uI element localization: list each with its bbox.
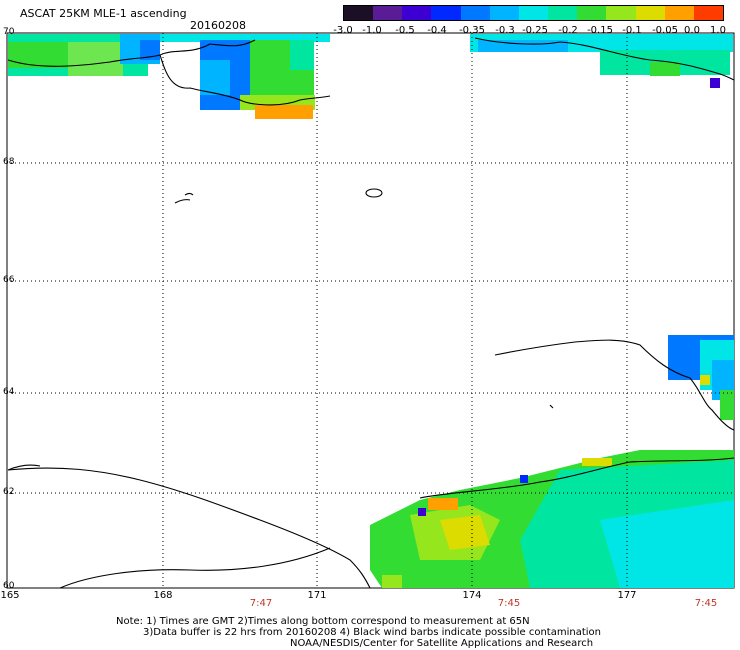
coastline-st-lawrence bbox=[7, 467, 371, 589]
colorbar-swatch-3 bbox=[402, 6, 432, 20]
coastline-seward bbox=[494, 339, 735, 431]
coastline-chukotka bbox=[7, 39, 256, 67]
data-swath-north-center bbox=[200, 40, 315, 119]
colorbar-swatch-10 bbox=[606, 6, 636, 20]
colorbar-label: -0.15 bbox=[587, 25, 613, 36]
time-label: 7:47 bbox=[249, 598, 273, 609]
lon-label: 165 bbox=[0, 590, 20, 601]
lon-label: 168 bbox=[153, 590, 173, 601]
colorbar-swatch-8 bbox=[548, 6, 578, 20]
lat-label: 70 bbox=[3, 27, 15, 37]
colorbar-label: -0.1 bbox=[622, 25, 642, 36]
lat-label: 62 bbox=[3, 487, 15, 497]
colorbar-label: -0.25 bbox=[522, 25, 548, 36]
lat-label: 60 bbox=[3, 581, 15, 591]
island-4 bbox=[7, 464, 41, 471]
island-2 bbox=[174, 192, 194, 204]
colorbar-swatch-5 bbox=[460, 6, 490, 20]
colorbar-label: 1.0 bbox=[710, 25, 726, 36]
colorbar-label: -0.3 bbox=[495, 25, 515, 36]
colorbar-swatch-9 bbox=[577, 6, 607, 20]
colorbar-swatch-2 bbox=[373, 6, 403, 20]
colorbar-label: -0.35 bbox=[459, 25, 485, 36]
colorbar-label: -3.0 bbox=[333, 25, 353, 36]
note-line-1: Note: 1) Times are GMT 2)Times along bot… bbox=[116, 616, 530, 627]
time-label: 7:45 bbox=[497, 598, 521, 609]
colorbar-label: -0.2 bbox=[558, 25, 578, 36]
coastline-yukon-delta bbox=[419, 457, 735, 499]
colorbar-swatch-7 bbox=[518, 6, 549, 20]
note-line-3: NOAA/NESDIS/Center for Satellite Applica… bbox=[290, 638, 594, 649]
data-swath-north-east bbox=[470, 34, 733, 88]
coastlines bbox=[7, 37, 735, 589]
colorbar bbox=[343, 5, 724, 21]
colorbar-label: -0.5 bbox=[395, 25, 415, 36]
colorbar-swatch-6 bbox=[489, 6, 519, 20]
grid bbox=[7, 33, 734, 588]
coastline-alaska-north bbox=[474, 37, 735, 81]
lat-label: 64 bbox=[3, 387, 15, 397]
island-1 bbox=[365, 188, 383, 198]
colorbar-label: -0.4 bbox=[427, 25, 447, 36]
map-frame bbox=[6, 32, 735, 589]
chart-date: 20160208 bbox=[190, 19, 246, 32]
lon-label: 174 bbox=[462, 590, 482, 601]
data-swath-south bbox=[370, 450, 734, 588]
time-label: 7:45 bbox=[694, 598, 718, 609]
lat-label: 66 bbox=[3, 275, 15, 285]
data-swath-east-alaska bbox=[668, 335, 734, 420]
colorbar-label: -1.0 bbox=[362, 25, 382, 36]
colorbar-swatch-12 bbox=[664, 6, 694, 20]
colorbar-swatch-13 bbox=[693, 6, 724, 20]
lon-label: 171 bbox=[307, 590, 327, 601]
lon-label: 177 bbox=[617, 590, 637, 601]
chart-title: ASCAT 25KM MLE-1 ascending bbox=[20, 7, 187, 20]
coastline-lower bbox=[59, 547, 331, 589]
coastline-chukotka-bay bbox=[159, 54, 331, 106]
island-3 bbox=[549, 404, 554, 409]
colorbar-swatch-11 bbox=[635, 6, 665, 20]
colorbar-label: -0.05 bbox=[652, 25, 678, 36]
data-swath-northwest bbox=[8, 34, 330, 76]
colorbar-swatch-4 bbox=[431, 6, 461, 20]
colorbar-swatch-1 bbox=[344, 6, 374, 20]
colorbar-label: 0.0 bbox=[684, 25, 700, 36]
note-line-2: 3)Data buffer is 22 hrs from 20160208 4)… bbox=[143, 627, 601, 638]
lat-label: 68 bbox=[3, 157, 15, 167]
